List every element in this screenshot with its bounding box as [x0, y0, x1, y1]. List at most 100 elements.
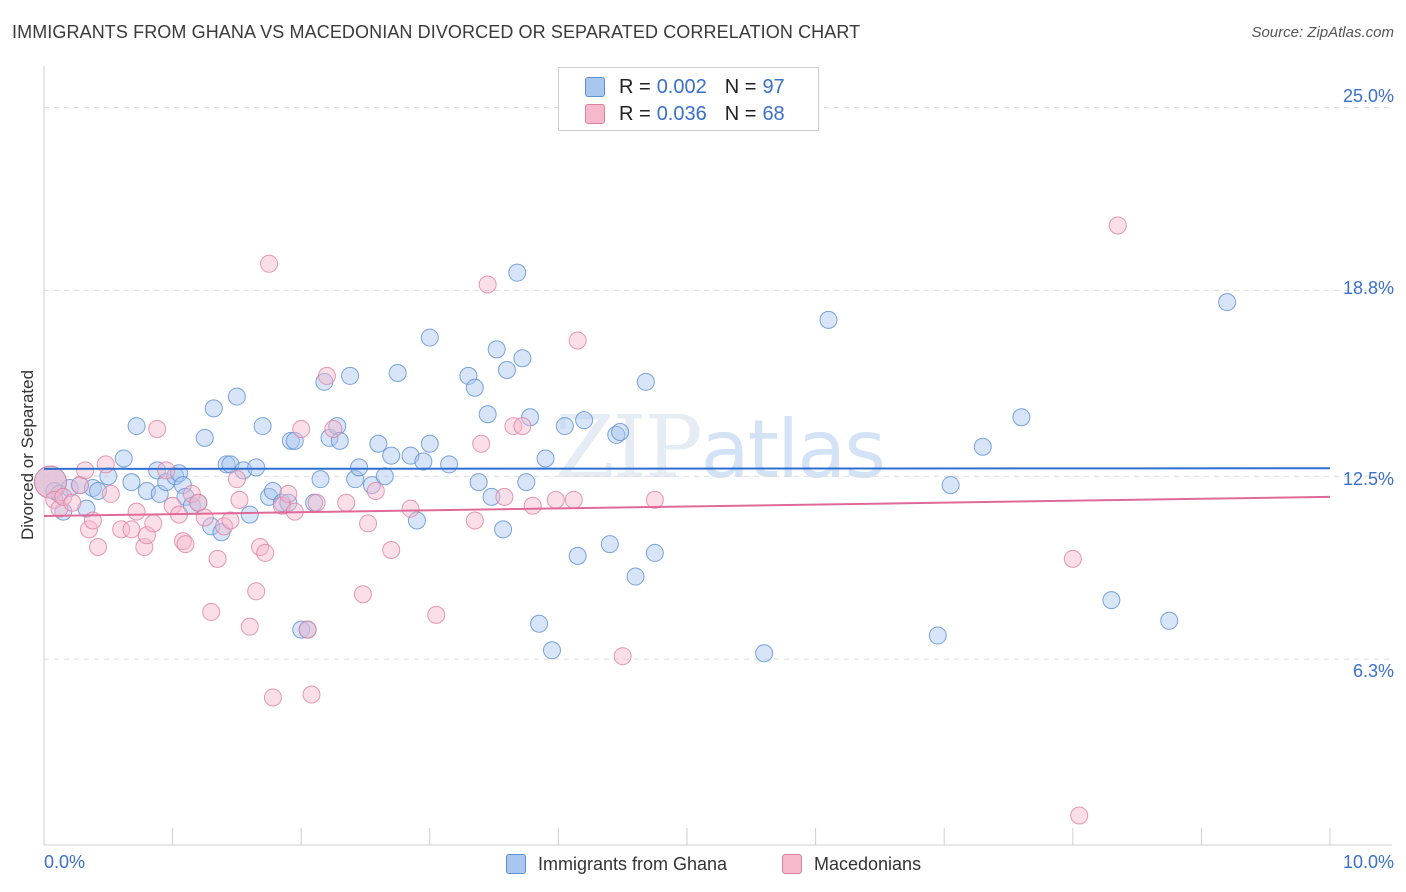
- ghana-point: [517, 473, 536, 492]
- macedonian-point: [279, 484, 298, 503]
- macedonian-point: [292, 420, 311, 439]
- macedonian-point: [1063, 549, 1082, 568]
- macedonian-point: [96, 455, 115, 474]
- bottom-legend-macedonians[interactable]: Macedonians: [782, 852, 921, 876]
- ghana-point: [482, 487, 501, 506]
- ghana-point: [240, 505, 259, 524]
- ghana-point: [1218, 293, 1237, 312]
- y-tick-label-25: 25.0%: [1342, 86, 1394, 106]
- ghana-point: [928, 626, 947, 645]
- macedonian-point: [221, 511, 240, 530]
- bottom-legend-swatch-pink: [782, 854, 802, 874]
- ghana-point: [285, 431, 304, 450]
- ghana-point: [568, 546, 587, 565]
- macedonian-points: [33, 216, 1127, 825]
- legend-swatch-blue: [585, 77, 605, 97]
- ghana-point: [497, 361, 516, 380]
- macedonian-point: [251, 538, 270, 557]
- ghana-point: [973, 437, 992, 456]
- ghana-point: [1012, 408, 1031, 427]
- macedonian-point: [176, 535, 195, 554]
- ghana-point: [513, 349, 532, 368]
- zipatlas-watermark: ZIPatlas: [555, 398, 886, 498]
- macedonian-point: [230, 490, 249, 509]
- ghana-point: [1160, 611, 1179, 630]
- macedonian-point: [54, 487, 73, 506]
- ghana-point: [150, 484, 169, 503]
- ghana-point: [330, 431, 349, 450]
- legend-n-label: N =: [724, 75, 757, 98]
- ghana-point: [407, 511, 426, 530]
- ghana-point: [941, 476, 960, 495]
- macedonian-point: [298, 620, 317, 639]
- macedonian-point: [401, 499, 420, 518]
- macedonian-point: [353, 585, 372, 604]
- grid-lines: [44, 106, 1392, 660]
- ghana-point: [494, 520, 513, 539]
- ghana-point: [645, 543, 664, 562]
- ghana-point: [292, 620, 311, 639]
- macedonian-point: [427, 605, 446, 624]
- macedonian-point: [260, 254, 279, 273]
- macedonian-point: [504, 417, 523, 436]
- macedonian-point: [302, 685, 321, 704]
- ghana-point: [99, 467, 118, 486]
- ghana-point: [469, 473, 488, 492]
- macedonian-point: [564, 490, 583, 509]
- ghana-point: [204, 399, 223, 418]
- legend-n-value: 97: [762, 75, 785, 98]
- trend-lines: [43, 467, 1331, 518]
- ghana-point: [420, 328, 439, 347]
- macedonian-point: [135, 538, 154, 557]
- macedonian-point: [317, 366, 336, 385]
- macedonian-point: [465, 511, 484, 530]
- y-tick-label-18-8: 18.8%: [1342, 278, 1394, 298]
- ghana-point: [508, 263, 527, 282]
- bottom-legend-ghana[interactable]: Immigrants from Ghana: [506, 852, 727, 876]
- macedonian-point: [112, 520, 131, 539]
- macedonian-point: [337, 493, 356, 512]
- legend-n-label: N =: [724, 102, 757, 125]
- ghana-point: [388, 363, 407, 382]
- macedonian-point: [382, 540, 401, 559]
- macedonian-point: [89, 538, 108, 557]
- ghana-point: [459, 366, 478, 385]
- macedonian-point: [76, 461, 95, 480]
- ghana-point: [227, 387, 246, 406]
- legend-r-value: 0.002: [656, 75, 707, 98]
- trend-line-ghana: [43, 467, 1331, 470]
- ghana-point: [414, 452, 433, 471]
- macedonian-point: [63, 493, 82, 512]
- macedonian-point: [148, 420, 167, 439]
- ghana-point: [311, 470, 330, 489]
- ghana-point: [478, 405, 497, 424]
- ghana-point: [530, 614, 549, 633]
- y-tick-label-12-5: 12.5%: [1342, 469, 1394, 489]
- macedonian-point: [324, 420, 343, 439]
- macedonian-point: [472, 434, 491, 453]
- macedonian-point: [256, 543, 275, 562]
- ghana-point: [195, 428, 214, 447]
- macedonian-point: [127, 502, 146, 521]
- legend-row-macedonian: R = 0.036 N = 68: [585, 102, 785, 126]
- bottom-legend-swatch-blue: [506, 854, 526, 874]
- ghana-point: [122, 473, 141, 492]
- ghana-point: [636, 372, 655, 391]
- ghana-point: [420, 434, 439, 453]
- macedonian-point: [227, 470, 246, 489]
- x-tick-label-min: 0.0%: [44, 852, 86, 872]
- macedonian-point: [1108, 216, 1127, 235]
- watermark-atlas: atlas: [700, 403, 886, 496]
- macedonian-point: [144, 514, 163, 533]
- ghana-point: [346, 470, 365, 489]
- stats-legend: R = 0.002 N = 97 R = 0.036 N = 68: [558, 67, 819, 131]
- ghana-point: [819, 310, 838, 329]
- macedonian-point: [307, 493, 326, 512]
- trend-line-macedonian: [43, 495, 1331, 518]
- axes: [43, 66, 1392, 846]
- ghana-point: [341, 366, 360, 385]
- ghana-point: [202, 517, 221, 536]
- macedonian-point: [613, 647, 632, 666]
- macedonian-point: [568, 331, 587, 350]
